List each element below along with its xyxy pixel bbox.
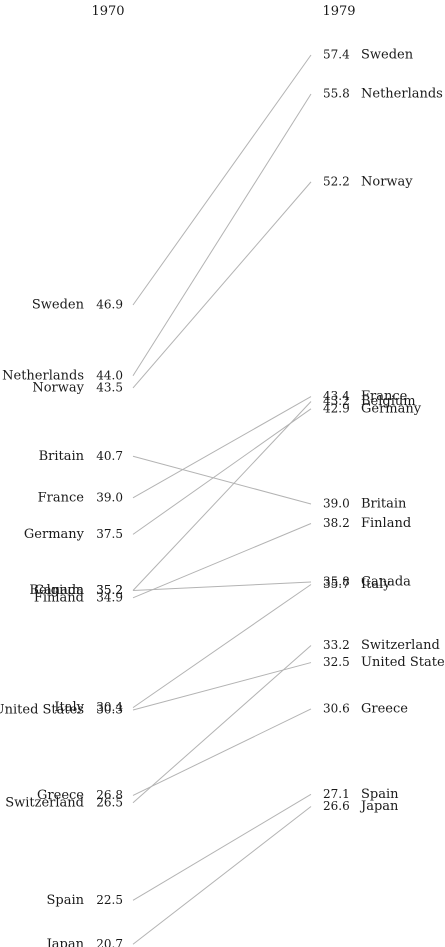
left-value-label-germany: 37.5 xyxy=(96,527,123,541)
right-country-label-finland: Finland xyxy=(361,516,411,531)
slope-line-canada xyxy=(132,581,312,591)
slope-line-sweden xyxy=(132,54,312,306)
slope-line-switzerland xyxy=(132,645,312,804)
left-value-label-netherlands: 44.0 xyxy=(96,368,123,382)
slope-line-italy xyxy=(132,584,312,709)
right-country-label-sweden: Sweden xyxy=(361,48,414,63)
right-country-label-belgium: Belgium xyxy=(361,394,416,409)
right-value-label-netherlands: 55.8 xyxy=(323,87,350,101)
left-country-label-france: France xyxy=(38,490,85,505)
right-value-label-greece: 30.6 xyxy=(323,701,350,715)
left-value-label-france: 39.0 xyxy=(96,490,123,504)
left-country-label-norway: Norway xyxy=(32,380,84,395)
left-country-label-netherlands: Netherlands xyxy=(2,368,84,383)
left-labels: Sweden 46.9 Netherlands 44.0 Norway 43.5 Brita… xyxy=(0,298,123,947)
left-value-label-sweden: 46.9 xyxy=(96,298,123,312)
right-country-label-netherlands: Netherlands xyxy=(361,87,443,102)
left-country-label-britain: Britain xyxy=(39,449,85,464)
left-year-header: 1970 xyxy=(91,4,124,19)
left-value-label-finland: 34.9 xyxy=(96,590,123,604)
left-value-label-britain: 40.7 xyxy=(96,449,123,463)
slope-lines xyxy=(132,54,312,945)
slope-line-spain xyxy=(132,793,312,901)
right-country-label-united-states: United States xyxy=(361,655,445,670)
slope-line-finland xyxy=(132,523,312,599)
left-country-label-canada: Canada xyxy=(34,583,84,598)
right-country-label-japan: Japan xyxy=(359,799,399,814)
right-value-label-britain: 39.0 xyxy=(323,496,350,510)
left-value-label-united-states: 30.3 xyxy=(96,703,123,717)
right-value-label-germany: 42.9 xyxy=(323,401,350,415)
slope-line-norway xyxy=(132,181,312,389)
left-country-label-finland: Finland xyxy=(34,590,84,605)
left-value-label-greece: 26.8 xyxy=(96,788,123,802)
right-country-label-france: France xyxy=(361,389,408,404)
right-value-label-sweden: 57.4 xyxy=(323,48,350,62)
left-country-label-belgium: Belgium xyxy=(29,583,84,598)
slope-line-united-states xyxy=(132,662,312,711)
right-value-label-japan: 26.6 xyxy=(323,799,350,813)
right-labels: 57.4 Sweden 55.8 Netherlands 52.2 Norway 39.0 B… xyxy=(323,48,445,815)
right-value-label-france: 43.4 xyxy=(323,389,350,403)
right-value-label-canada: 35.8 xyxy=(323,575,350,589)
right-value-label-spain: 27.1 xyxy=(323,787,350,801)
left-country-label-spain: Spain xyxy=(46,893,84,908)
slope-line-greece xyxy=(132,708,312,796)
right-value-label-belgium: 43.2 xyxy=(323,394,350,408)
slope-line-netherlands xyxy=(132,93,312,377)
left-value-label-canada: 35.2 xyxy=(96,583,123,597)
left-value-label-spain: 22.5 xyxy=(96,893,123,907)
left-value-label-italy: 30.4 xyxy=(96,700,123,714)
right-year-header: 1979 xyxy=(322,4,355,19)
left-country-label-greece: Greece xyxy=(37,788,84,803)
right-country-label-spain: Spain xyxy=(361,787,399,802)
left-country-label-united-states: United States xyxy=(0,703,84,718)
left-country-label-switzerland: Switzerland xyxy=(5,795,84,810)
left-country-label-germany: Germany xyxy=(24,527,85,542)
right-value-label-united-states: 32.5 xyxy=(323,655,350,669)
right-country-label-britain: Britain xyxy=(361,496,407,511)
left-value-label-norway: 43.5 xyxy=(96,380,123,394)
left-country-label-sweden: Sweden xyxy=(32,298,85,313)
slope-line-france xyxy=(132,396,312,499)
right-value-label-italy: 35.7 xyxy=(323,577,350,591)
right-value-label-switzerland: 33.2 xyxy=(323,638,350,652)
right-value-label-norway: 52.2 xyxy=(323,174,350,188)
slope-line-japan xyxy=(132,806,312,945)
slope-line-belgium xyxy=(132,401,312,591)
slope-line-britain xyxy=(132,455,312,505)
left-value-label-belgium: 35.2 xyxy=(96,583,123,597)
left-value-label-switzerland: 26.5 xyxy=(96,795,123,809)
right-country-label-norway: Norway xyxy=(361,174,413,189)
right-country-label-switzerland: Switzerland xyxy=(361,638,440,653)
right-country-label-greece: Greece xyxy=(361,701,408,716)
left-value-label-japan: 20.7 xyxy=(96,937,123,947)
right-value-label-finland: 38.2 xyxy=(323,516,350,530)
right-country-label-italy: Italy xyxy=(361,577,391,592)
left-country-label-italy: Italy xyxy=(54,700,84,715)
right-country-label-germany: Germany xyxy=(361,401,422,416)
left-country-label-japan: Japan xyxy=(45,937,85,947)
right-country-label-canada: Canada xyxy=(361,575,411,590)
slope-line-germany xyxy=(132,408,312,535)
